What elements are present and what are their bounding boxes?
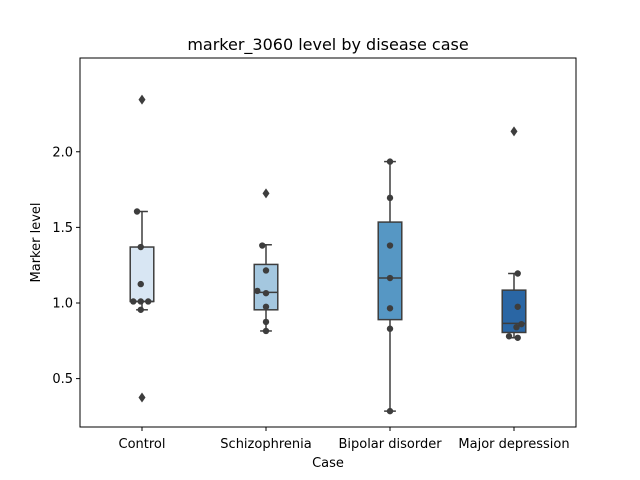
y-tick-label: 1.5 — [52, 221, 73, 236]
y-tick-label: 1.0 — [52, 296, 73, 311]
outlier-marker — [262, 188, 270, 199]
data-point — [262, 318, 270, 326]
data-point — [386, 407, 394, 415]
chart-title: marker_3060 level by disease case — [187, 35, 468, 55]
data-point — [137, 298, 144, 305]
data-point — [262, 267, 270, 274]
data-point — [137, 243, 144, 251]
x-tick-label: Major depression — [458, 437, 569, 452]
outlier-marker — [138, 392, 146, 403]
data-point — [254, 287, 261, 295]
y-tick-label: 0.5 — [52, 372, 73, 387]
data-point — [137, 306, 144, 313]
data-point — [505, 333, 513, 340]
data-point — [514, 334, 521, 341]
data-point — [133, 208, 141, 215]
data-point — [145, 298, 152, 305]
box-group-0 — [129, 94, 155, 403]
data-point — [514, 270, 521, 277]
data-point — [386, 194, 394, 202]
x-axis-label: Case — [312, 456, 344, 471]
box — [377, 221, 403, 321]
data-point — [386, 305, 394, 312]
data-point — [386, 325, 394, 332]
data-point — [513, 323, 520, 331]
plot-frame — [79, 57, 577, 428]
box-group-3 — [501, 126, 527, 339]
data-point — [386, 274, 394, 282]
x-tick-label: Bipolar disorder — [338, 437, 442, 452]
data-point — [262, 303, 270, 310]
data-point — [518, 320, 525, 328]
data-point — [259, 242, 266, 249]
data-point — [386, 242, 394, 249]
y-tick-label: 2.0 — [52, 145, 73, 160]
outlier-marker — [138, 94, 146, 105]
box — [129, 246, 155, 303]
data-point — [137, 280, 144, 288]
x-tick-label: Control — [119, 437, 166, 452]
data-point — [386, 158, 394, 165]
y-axis-label: Marker level — [29, 203, 44, 283]
data-point — [262, 289, 270, 297]
data-point — [514, 303, 521, 310]
data-point — [262, 327, 270, 335]
data-point — [130, 298, 137, 305]
x-tick-label: Schizophrenia — [220, 437, 311, 452]
outlier-marker — [510, 126, 518, 137]
